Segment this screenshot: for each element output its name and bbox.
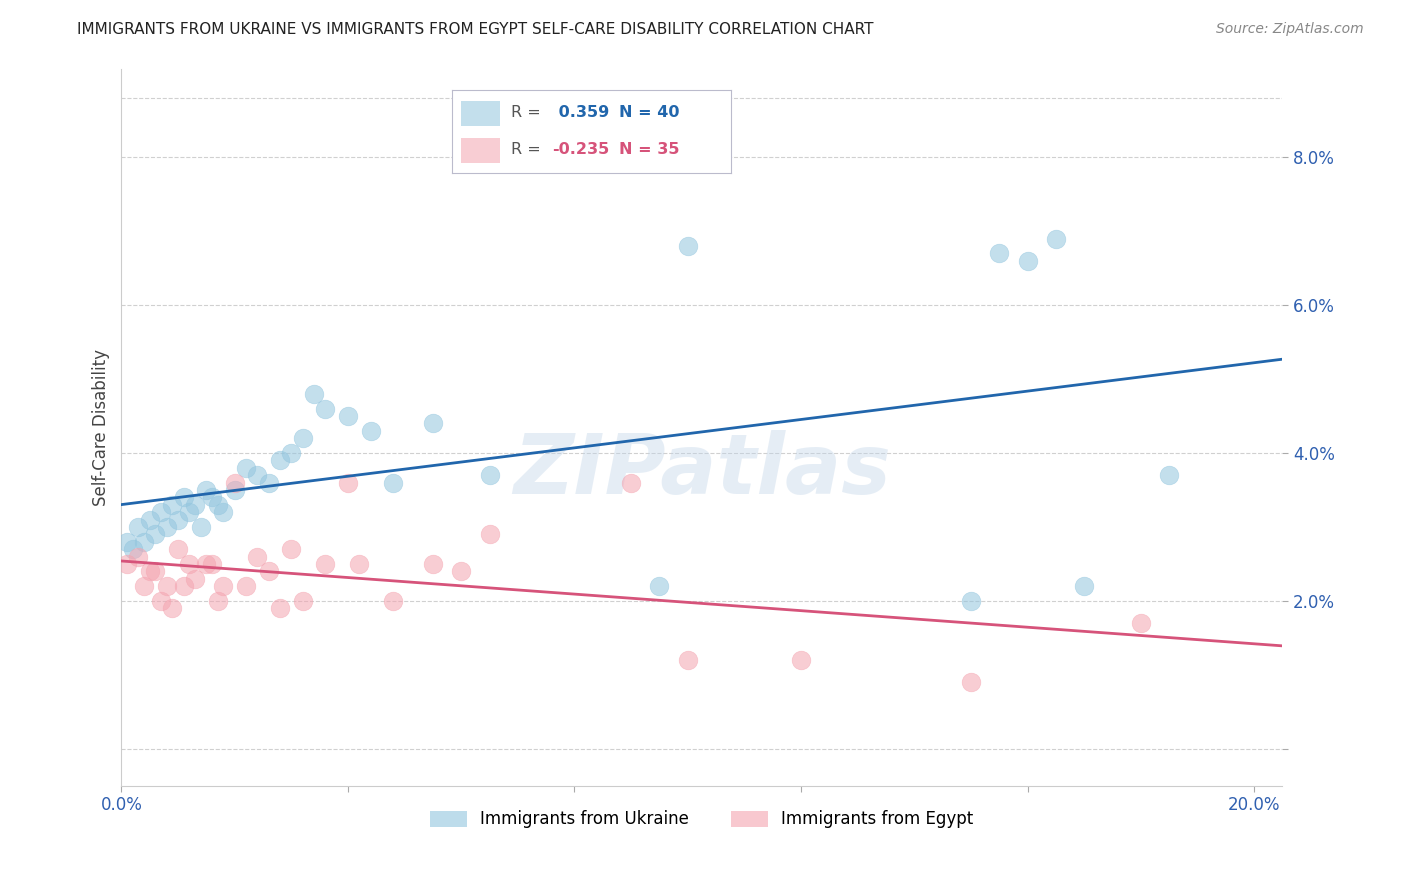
Point [1073,579,1095,593]
Point [115,534,138,549]
Point [1017,253,1039,268]
Point [1129,616,1152,631]
Point [235,460,257,475]
Point [127,549,149,564]
Point [167,542,190,557]
Point [246,468,269,483]
Point [162,601,184,615]
Point [132,534,155,549]
Point [212,505,235,519]
Point [648,579,671,593]
Point [422,557,444,571]
Point [257,565,280,579]
Point [360,424,382,438]
Point [246,549,269,564]
Point [1157,468,1180,483]
Point [269,453,291,467]
Point [349,557,371,571]
Point [224,475,246,490]
Point [173,579,195,593]
Point [960,594,983,608]
Point [478,527,501,541]
Text: ZIPatlas: ZIPatlas [513,430,891,511]
Point [150,505,173,519]
Point [184,572,207,586]
Point [162,498,184,512]
Point [132,579,155,593]
Point [179,557,201,571]
Point [336,409,359,423]
Point [207,498,229,512]
Point [145,527,167,541]
Point [382,475,405,490]
Point [156,579,179,593]
Point [115,557,138,571]
Point [280,446,302,460]
Point [195,483,218,497]
Legend: Immigrants from Ukraine, Immigrants from Egypt: Immigrants from Ukraine, Immigrants from… [423,804,980,835]
Point [257,475,280,490]
Point [235,579,257,593]
Point [280,542,302,557]
Point [314,401,336,416]
Point [960,675,983,690]
Point [156,520,179,534]
Point [173,491,195,505]
Point [790,653,813,667]
Y-axis label: Self-Care Disability: Self-Care Disability [93,349,110,506]
Point [201,557,224,571]
Point [676,653,699,667]
Point [269,601,291,615]
Text: Source: ZipAtlas.com: Source: ZipAtlas.com [1216,22,1364,37]
Point [150,594,173,608]
Point [212,579,235,593]
Point [302,387,325,401]
Point [201,491,224,505]
Point [291,431,314,445]
Point [190,520,212,534]
Point [314,557,336,571]
Point [988,246,1011,260]
Point [207,594,229,608]
Point [179,505,201,519]
Point [195,557,218,571]
Point [127,520,149,534]
Point [1045,231,1067,245]
Point [139,565,162,579]
Point [291,594,314,608]
Point [184,498,207,512]
Text: IMMIGRANTS FROM UKRAINE VS IMMIGRANTS FROM EGYPT SELF-CARE DISABILITY CORRELATIO: IMMIGRANTS FROM UKRAINE VS IMMIGRANTS FR… [77,22,875,37]
Point [478,468,501,483]
Point [422,417,444,431]
Point [382,594,405,608]
Point [450,565,472,579]
Point [336,475,359,490]
Point [620,475,643,490]
Point [121,542,143,557]
Point [145,565,167,579]
Point [676,239,699,253]
Point [167,512,190,526]
Point [139,512,162,526]
Point [224,483,246,497]
